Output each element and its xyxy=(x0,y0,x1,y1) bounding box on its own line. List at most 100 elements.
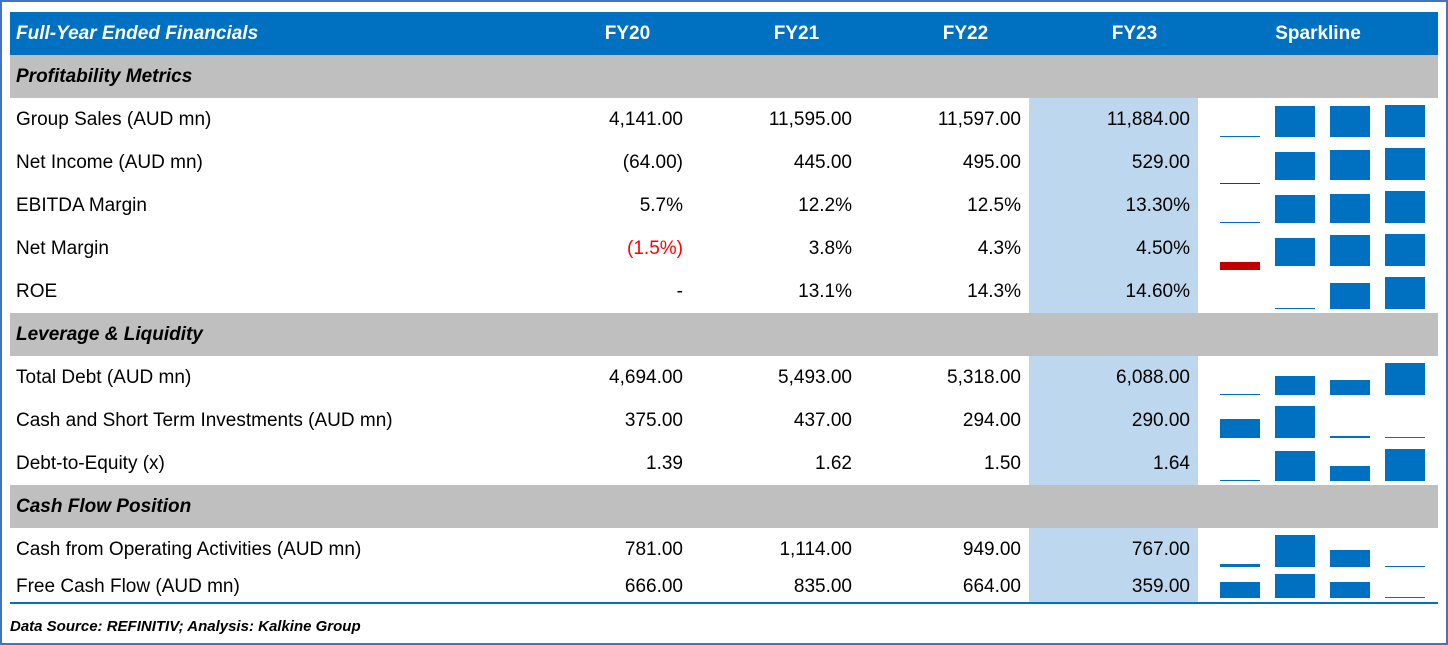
header-fy22: FY22 xyxy=(860,12,1029,55)
sparkline xyxy=(1198,141,1438,184)
sparkline-bar xyxy=(1330,149,1370,180)
sparkline-bar xyxy=(1275,307,1315,309)
sparkline-cell xyxy=(1198,270,1438,313)
value-cell-fy22: 949.00 xyxy=(962,538,1021,560)
sparkline-cell xyxy=(1198,184,1438,227)
sparkline-cell xyxy=(1198,442,1438,485)
sparkline-bar xyxy=(1330,435,1370,438)
table-row: EBITDA Margin 5.7% 12.2% 12.5% 13.30% xyxy=(10,184,1438,227)
sparkline-bar xyxy=(1330,283,1370,309)
sparkline xyxy=(1198,399,1438,442)
sparkline-cell xyxy=(1198,571,1438,602)
value-cell-fy23: 529.00 xyxy=(1029,141,1198,184)
sparkline-bar xyxy=(1275,195,1315,223)
value-cell-fy23: 11,884.00 xyxy=(1029,98,1198,141)
value-cell-fy21: 1.62 xyxy=(815,452,852,474)
value-cell-fy20: 666.00 xyxy=(624,575,683,597)
value-cell-fy22: 14.3% xyxy=(967,280,1021,302)
sparkline xyxy=(1198,571,1438,602)
table-row: Debt-to-Equity (x) 1.39 1.62 1.50 1.64 xyxy=(10,442,1438,485)
sparkline-bar xyxy=(1330,194,1370,223)
sparkline-bar xyxy=(1220,135,1260,137)
sparkline xyxy=(1198,356,1438,399)
value-cell-fy21: 835.00 xyxy=(793,575,852,597)
value-cell-fy20: 5.7% xyxy=(639,194,683,216)
section-header: Profitability Metrics xyxy=(10,55,1438,98)
value-cell-fy23: 14.60% xyxy=(1029,270,1198,313)
table-row: Total Debt (AUD mn) 4,694.00 5,493.00 5,318… xyxy=(10,356,1438,399)
sparkline xyxy=(1198,227,1438,270)
sparkline-bar xyxy=(1330,582,1370,598)
sparkline-bar xyxy=(1385,596,1425,598)
sparkline-bar xyxy=(1385,105,1425,137)
row-label: Debt-to-Equity (x) xyxy=(16,452,165,474)
row-label: Total Debt (AUD mn) xyxy=(16,366,192,388)
row-label: Group Sales (AUD mn) xyxy=(16,108,212,130)
sparkline-bar xyxy=(1385,277,1425,309)
value-cell-fy23: 290.00 xyxy=(1029,399,1198,442)
value-cell-fy21: 437.00 xyxy=(793,409,852,431)
table-row: ROE - 13.1% 14.3% 14.60% xyxy=(10,270,1438,313)
value-cell-fy20: 375.00 xyxy=(624,409,683,431)
sparkline-bar xyxy=(1220,564,1260,567)
sparkline-bar xyxy=(1220,262,1260,270)
sparkline-bar xyxy=(1275,106,1315,137)
sparkline xyxy=(1198,98,1438,141)
sparkline-bar xyxy=(1220,393,1260,395)
sparkline-bar xyxy=(1275,406,1315,438)
sparkline-bar xyxy=(1330,466,1370,481)
sparkline-bar xyxy=(1275,451,1315,481)
value-cell-fy20: 4,141.00 xyxy=(609,108,683,130)
section-title: Leverage & Liquidity xyxy=(16,323,203,345)
table-row: Cash and Short Term Investments (AUD mn)… xyxy=(10,399,1438,442)
value-cell-fy20: 781.00 xyxy=(624,538,683,560)
value-cell-fy20: (64.00) xyxy=(622,151,683,173)
sparkline-bar xyxy=(1275,376,1315,395)
table-row: Cash from Operating Activities (AUD mn) 7… xyxy=(10,528,1438,571)
header-fy21: FY21 xyxy=(691,12,860,55)
row-label: EBITDA Margin xyxy=(16,194,147,216)
sparkline xyxy=(1198,528,1438,571)
sparkline-bar xyxy=(1385,565,1425,567)
section-header: Leverage & Liquidity xyxy=(10,313,1438,356)
value-cell-fy20: 1.39 xyxy=(646,452,683,474)
sparkline xyxy=(1198,442,1438,485)
financials-table: Full-Year Ended Financials FY20 FY21 FY2… xyxy=(10,12,1438,604)
sparkline-cell xyxy=(1198,98,1438,141)
sparkline xyxy=(1198,184,1438,227)
header-row: Full-Year Ended Financials FY20 FY21 FY2… xyxy=(10,12,1438,55)
section-title: Cash Flow Position xyxy=(16,495,192,517)
sparkline-bar xyxy=(1220,582,1260,598)
value-cell-fy23: 1.64 xyxy=(1029,442,1198,485)
value-cell-fy21: 11,595.00 xyxy=(768,108,852,130)
sparkline-bar xyxy=(1330,379,1370,395)
section-header: Cash Flow Position xyxy=(10,485,1438,528)
row-label: Cash and Short Term Investments (AUD mn) xyxy=(16,409,393,431)
table-row: Group Sales (AUD mn) 4,141.00 11,595.00 11,… xyxy=(10,98,1438,141)
sparkline-bar xyxy=(1385,191,1425,223)
sparkline-bar xyxy=(1385,234,1425,266)
value-cell-fy22: 495.00 xyxy=(962,151,1021,173)
sparkline-bar xyxy=(1330,235,1370,266)
value-cell-fy22: 12.5% xyxy=(967,194,1021,216)
sparkline-bar xyxy=(1275,237,1315,266)
sparkline-bar xyxy=(1330,106,1370,137)
table-row: Net Income (AUD mn) (64.00) 445.00 495.00 52… xyxy=(10,141,1438,184)
sparkline-bar xyxy=(1275,574,1315,598)
row-label: Net Income (AUD mn) xyxy=(16,151,203,173)
sparkline-cell xyxy=(1198,399,1438,442)
header-title: Full-Year Ended Financials xyxy=(16,22,259,44)
header-fy23: FY23 xyxy=(1029,12,1198,55)
value-cell-fy21: 1,114.00 xyxy=(779,538,852,560)
value-cell-fy22: 294.00 xyxy=(962,409,1021,431)
sparkline-bar xyxy=(1385,449,1425,481)
sparkline-cell xyxy=(1198,356,1438,399)
row-label: Free Cash Flow (AUD mn) xyxy=(16,575,240,597)
value-cell-fy21: 13.1% xyxy=(798,280,852,302)
value-cell-fy22: 1.50 xyxy=(984,452,1021,474)
value-cell-fy23: 6,088.00 xyxy=(1029,356,1198,399)
sparkline xyxy=(1198,270,1438,313)
sparkline-cell xyxy=(1198,528,1438,571)
sparkline-bar xyxy=(1220,182,1260,184)
